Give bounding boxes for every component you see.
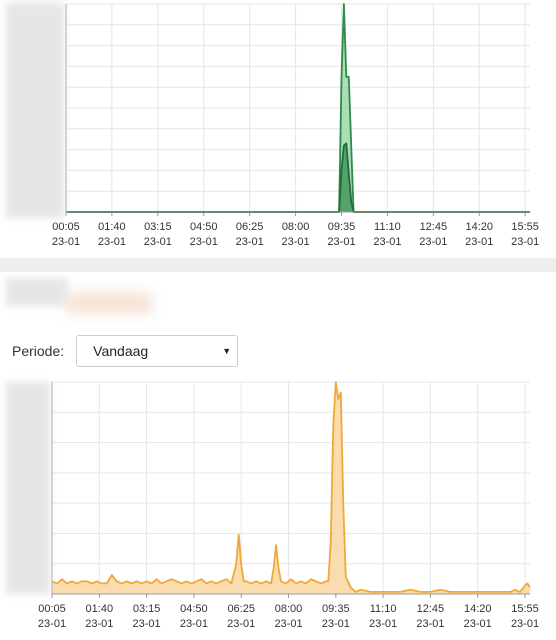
top-chart-x-tick-sublabel: 23-01 <box>98 236 126 248</box>
bottom-chart-x-tick-sublabel: 23-01 <box>416 618 444 630</box>
bottom-chart-x-tick-label: 01:40 <box>86 603 114 615</box>
top-chart-x-tick-label: 06:25 <box>236 221 264 233</box>
blurred-y-axis-labels-bottom <box>6 382 50 594</box>
bottom-chart-x-tick-sublabel: 23-01 <box>133 618 161 630</box>
top-chart-x-tick-label: 00:05 <box>52 221 80 233</box>
bottom-area-chart: 00:05 23-01 01:40 23-01 03:15 23-01 04:50 23-01… <box>38 381 539 630</box>
bottom-chart-x-tick-sublabel: 23-01 <box>227 618 255 630</box>
bottom-chart-x-tick-sublabel: 23-01 <box>369 618 397 630</box>
bottom-chart-x-tick-sublabel: 23-01 <box>85 618 113 630</box>
top-chart-x-tick-sublabel: 23-01 <box>236 236 264 248</box>
bottom-chart-x-tick-label: 06:25 <box>227 603 255 615</box>
bottom-chart-x-tick-label: 04:50 <box>180 603 208 615</box>
bottom-chart-x-tick-label: 14:20 <box>464 603 492 615</box>
top-chart-x-tick-label: 15:55 <box>511 221 539 233</box>
top-chart-panel: 00:05 23-01 01:40 23-01 03:15 23-01 04:50 23-01… <box>0 0 556 258</box>
top-chart-x-tick-label: 14:20 <box>465 221 493 233</box>
bottom-chart-x-tick-label: 11:10 <box>370 603 397 615</box>
bottom-chart-x-tick-label: 00:05 <box>38 603 66 615</box>
top-chart-x-tick-label: 01:40 <box>98 221 126 233</box>
top-chart-x-tick-sublabel: 23-01 <box>327 236 355 248</box>
bottom-chart-x-tick-label: 15:55 <box>511 603 539 615</box>
bottom-chart-x-tick-sublabel: 23-01 <box>322 618 350 630</box>
top-chart-x-tick-sublabel: 23-01 <box>52 236 80 248</box>
top-chart-x-tick-sublabel: 23-01 <box>282 236 310 248</box>
bottom-chart-x-tick-label: 09:35 <box>322 603 350 615</box>
top-chart-x-tick-label: 12:45 <box>420 221 448 233</box>
blurred-heading <box>6 278 68 306</box>
top-chart-x-tick-sublabel: 23-01 <box>373 236 401 248</box>
top-chart-x-tick-label: 04:50 <box>190 221 218 233</box>
bottom-chart-x-tick-sublabel: 23-01 <box>274 618 302 630</box>
top-chart-x-tick-sublabel: 23-01 <box>465 236 493 248</box>
blurred-y-axis-labels <box>6 2 64 218</box>
period-selector-row: Periode: Vandaag ▼ <box>12 334 239 368</box>
period-label: Periode: <box>12 343 65 359</box>
top-chart-x-tick-label: 11:10 <box>374 221 401 233</box>
bottom-chart-x-tick-sublabel: 23-01 <box>464 618 492 630</box>
bottom-chart-series-0-area <box>52 382 530 594</box>
bottom-chart-x-tick-sublabel: 23-01 <box>180 618 208 630</box>
bottom-chart-x-tick-sublabel: 23-01 <box>38 618 66 630</box>
top-chart-series-1-area <box>66 143 530 212</box>
top-chart-x-tick-sublabel: 23-01 <box>419 236 447 248</box>
bottom-chart-x-tick-label: 12:45 <box>417 603 445 615</box>
top-chart-x-tick-label: 09:35 <box>328 221 356 233</box>
top-chart-x-tick-label: 03:15 <box>144 221 172 233</box>
top-chart-x-tick-sublabel: 23-01 <box>511 236 539 248</box>
bottom-chart-x-tick-label: 08:00 <box>275 603 303 615</box>
bottom-chart-x-tick-sublabel: 23-01 <box>511 618 539 630</box>
period-select[interactable]: Vandaag ▼ <box>76 335 239 367</box>
blurred-heading-accent <box>66 292 152 314</box>
top-chart-x-tick-sublabel: 23-01 <box>144 236 172 248</box>
period-select-value: Vandaag <box>93 343 149 359</box>
bottom-chart-panel: Periode: Vandaag ▼ 00:05 23-01 01:40 23-01 0… <box>0 272 556 635</box>
panel-separator <box>0 258 556 272</box>
top-area-chart: 00:05 23-01 01:40 23-01 03:15 23-01 04:50 23-01… <box>52 3 539 248</box>
top-chart-x-tick-sublabel: 23-01 <box>190 236 218 248</box>
caret-down-icon: ▼ <box>222 346 232 356</box>
bottom-chart-series-0-line <box>51 381 531 593</box>
top-chart-x-tick-label: 08:00 <box>282 221 310 233</box>
top-chart-series-1-line <box>66 142 530 213</box>
bottom-chart-x-tick-label: 03:15 <box>133 603 161 615</box>
